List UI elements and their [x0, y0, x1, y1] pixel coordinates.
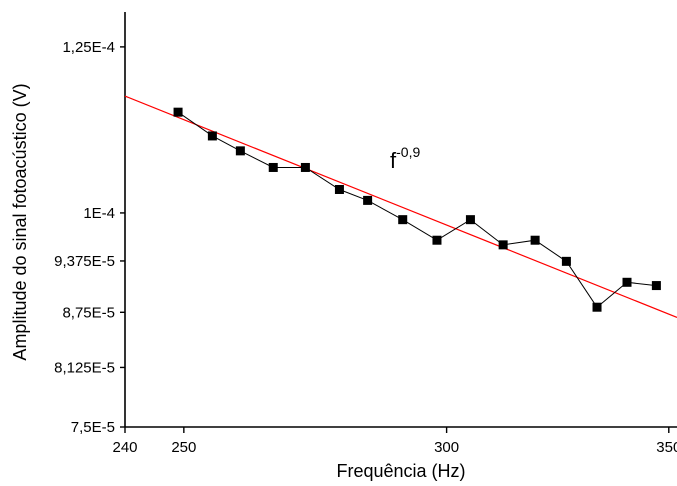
x-axis-ticks: 240 250 300 350 [112, 427, 677, 456]
y-tick-label: 9,375E-5 [54, 253, 115, 270]
fit-line [124, 95, 677, 318]
data-point [268, 162, 278, 172]
data-point [398, 215, 408, 225]
data-point [173, 107, 183, 117]
x-tick-label: 240 [112, 439, 137, 456]
data-point [530, 235, 540, 245]
annotation-text: f-0,9 [390, 144, 420, 173]
data-point [300, 162, 310, 172]
data-point [235, 146, 245, 156]
plot-area [124, 12, 677, 428]
data-point [651, 281, 661, 291]
y-tick-label: 8,75E-5 [62, 304, 115, 321]
data-line [177, 111, 657, 308]
y-tick-label: 1E-4 [83, 205, 115, 222]
x-tick-label: 300 [434, 439, 459, 456]
data-point [561, 256, 571, 266]
annotation-exponent: -0,9 [396, 144, 420, 160]
x-axis-title: Frequência (Hz) [336, 461, 465, 481]
y-tick-label: 8,125E-5 [54, 359, 115, 376]
fit-line-layer [124, 95, 677, 318]
y-tick-label: 7,5E-5 [71, 419, 115, 436]
data-point [334, 184, 344, 194]
y-tick-label: 1,25E-4 [62, 39, 115, 56]
data-point [363, 195, 373, 205]
data-point [207, 131, 217, 141]
data-point [498, 240, 508, 250]
x-tick-label: 350 [656, 439, 677, 456]
data-point [465, 215, 475, 225]
y-axis-title: Amplitude do sinal fotoacústico (V) [10, 83, 30, 360]
y-axis-ticks: 7,5E-5 8,125E-5 8,75E-5 9,375E-5 1E-4 1,25E-4 [54, 39, 125, 436]
annotation-base: f [390, 148, 397, 173]
data-point [432, 235, 442, 245]
data-point [622, 277, 632, 287]
data-point [592, 302, 602, 312]
x-tick-label: 250 [171, 439, 196, 456]
data-series-layer [173, 107, 661, 312]
